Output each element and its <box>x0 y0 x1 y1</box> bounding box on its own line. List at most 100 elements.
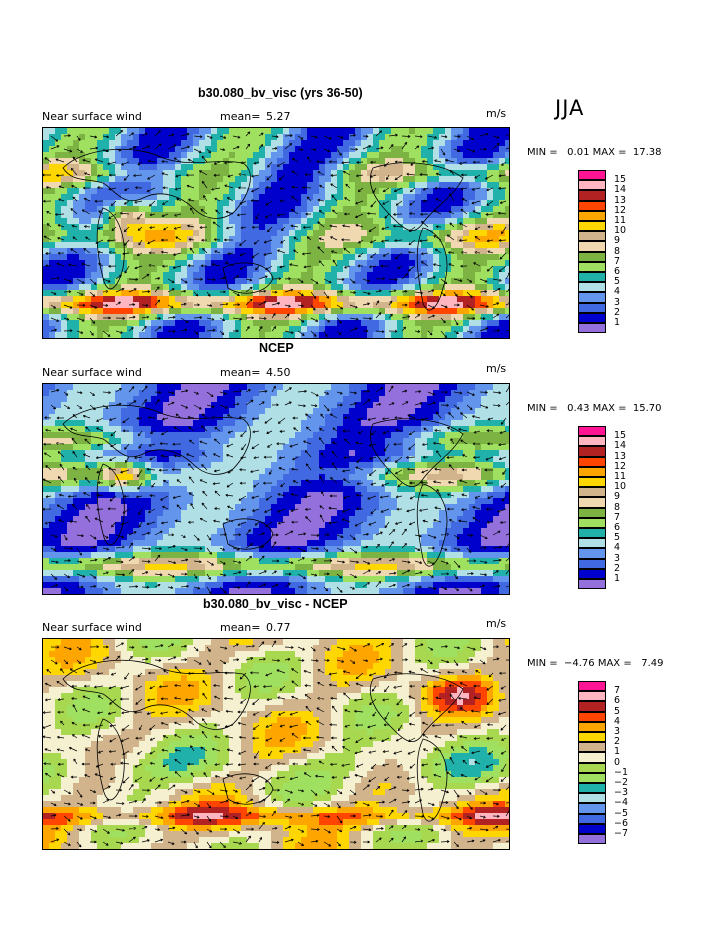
panel-1-min-value: 0.01 <box>567 147 590 158</box>
colorbar-tick-label: 8 <box>614 501 621 513</box>
colorbar-swatch <box>578 466 606 477</box>
panel-3-field-label: Near surface wind <box>42 621 142 634</box>
colorbar-swatch <box>578 312 606 323</box>
colorbar-swatch <box>578 691 606 702</box>
colorbar-tick-label: −6 <box>614 817 629 829</box>
colorbar-swatch <box>578 292 606 303</box>
contour-field <box>43 639 509 849</box>
wind-vectors <box>43 130 509 338</box>
colorbar-swatch <box>578 507 606 518</box>
colorbar-tick-label: 2 <box>614 306 621 318</box>
colorbar-tick-label: −5 <box>614 807 629 819</box>
wind-vectors <box>43 640 509 849</box>
colorbar-tick-label: 5 <box>614 276 621 288</box>
colorbar-tick-label: −1 <box>614 766 629 778</box>
panel-1-max-label: MAX = <box>592 147 627 158</box>
colorbar-swatch <box>578 323 606 334</box>
contour-field <box>43 128 509 338</box>
colorbar-swatch <box>578 813 606 824</box>
colorbar-swatch <box>578 200 606 211</box>
panel-3-max-value: 7.49 <box>641 658 664 669</box>
colorbar-tick-label: 1 <box>614 573 621 584</box>
colorbar-swatch <box>578 261 606 272</box>
panel-2-map-svg <box>43 384 509 594</box>
panel-1-min-label: MIN = <box>527 147 558 158</box>
colorbar-tick-label: 2 <box>614 736 621 748</box>
panel-1-mean-value: 5.27 <box>266 110 291 123</box>
colorbar-tick-label: 7 <box>614 685 621 697</box>
colorbar-tick-label: 11 <box>614 215 627 226</box>
colorbar-tick-label: 10 <box>614 481 627 493</box>
colorbar-tick-label: 13 <box>614 450 627 462</box>
season-label: JJA <box>555 96 585 120</box>
panel-2-minmax: MIN = 0.43 MAX = 15.70 <box>527 403 662 414</box>
colorbar-tick-label: −4 <box>614 797 629 809</box>
panel-2-max-label: MAX = <box>592 403 627 414</box>
colorbar-swatch <box>578 210 606 221</box>
colorbar-tick-label: 15 <box>614 174 627 186</box>
colorbar-swatch <box>578 426 606 437</box>
panel-2-min-label: MIN = <box>527 403 558 414</box>
colorbar-swatch <box>578 221 606 232</box>
colorbar-swatch <box>578 251 606 262</box>
panel-3-mean-label: mean= <box>220 621 261 634</box>
colorbar-tick-label: 4 <box>614 715 621 727</box>
panel-3-mean-value: 0.77 <box>266 621 291 634</box>
colorbar-swatch <box>578 302 606 313</box>
panel-2-map <box>42 383 510 595</box>
colorbar-swatch <box>578 190 606 201</box>
colorbar-tick-label: −2 <box>614 777 629 788</box>
panel-2-field-label: Near surface wind <box>42 366 142 379</box>
colorbar-tick-label: 14 <box>614 184 627 196</box>
colorbar-tick-label: 4 <box>614 542 621 554</box>
colorbar-tick-label: 7 <box>614 255 621 267</box>
panel-3-map-svg <box>43 639 509 849</box>
colorbar-swatch <box>578 282 606 293</box>
colorbar-tick-label: 13 <box>614 194 627 206</box>
panel-1-units: m/s <box>486 107 507 120</box>
colorbar-swatch <box>578 487 606 498</box>
colorbar-swatch <box>578 793 606 804</box>
colorbar-swatch <box>578 436 606 447</box>
colorbar-tick-label: 7 <box>614 511 621 523</box>
panel-3-colorbar: −7 −6 −5 −4 −3 −2 −1 0 1 2 3 4 5 6 7 <box>578 681 628 845</box>
colorbar-tick-label: −7 <box>614 828 629 839</box>
colorbar-tick-label: 9 <box>614 491 621 503</box>
panel-1-mean-label: mean= <box>220 110 261 123</box>
colorbar-swatch <box>578 170 606 181</box>
colorbar-tick-label: 0 <box>614 756 621 768</box>
colorbar-swatch <box>578 579 606 590</box>
colorbar-swatch <box>578 742 606 753</box>
colorbar-tick-label: 5 <box>614 532 621 544</box>
colorbar-swatch <box>578 558 606 569</box>
panel-3-units: m/s <box>486 617 507 630</box>
panel-2-mean-label: mean= <box>220 366 261 379</box>
colorbar-tick-label: 4 <box>614 286 621 298</box>
colorbar-swatch <box>578 711 606 722</box>
colorbar-tick-label: 12 <box>614 204 627 216</box>
colorbar-swatch <box>578 752 606 763</box>
panel-3-minmax: MIN = −4.76 MAX = 7.49 <box>527 658 664 669</box>
colorbar-tick-label: 2 <box>614 562 621 574</box>
panel-3-max-label: MAX = <box>597 658 632 669</box>
colorbar-swatch <box>578 517 606 528</box>
panel-2-units: m/s <box>486 362 507 375</box>
coastline-outline <box>62 148 464 311</box>
colorbar-swatch <box>578 528 606 539</box>
panel-1-map <box>42 127 510 339</box>
colorbar-swatch <box>578 823 606 834</box>
colorbar-tick-label: −3 <box>614 787 629 799</box>
colorbar-swatch <box>578 834 606 845</box>
colorbar-tick-label: 1 <box>614 746 621 758</box>
wind-vectors <box>43 385 509 594</box>
colorbar-swatch <box>578 803 606 814</box>
colorbar-tick-label: 6 <box>614 522 621 533</box>
colorbar-swatch <box>578 477 606 488</box>
colorbar-swatch <box>578 721 606 732</box>
colorbar-swatch <box>578 783 606 794</box>
colorbar-swatch <box>578 732 606 743</box>
panel-1-field-label: Near surface wind <box>42 110 142 123</box>
colorbar-swatch <box>578 538 606 549</box>
colorbar-swatch <box>578 456 606 467</box>
colorbar-swatch <box>578 762 606 773</box>
